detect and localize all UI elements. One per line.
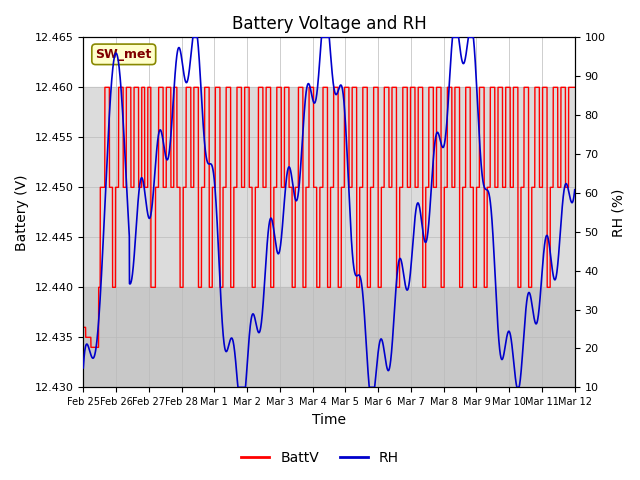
X-axis label: Time: Time xyxy=(312,413,346,427)
Y-axis label: RH (%): RH (%) xyxy=(611,188,625,237)
Title: Battery Voltage and RH: Battery Voltage and RH xyxy=(232,15,426,33)
Bar xyxy=(83,87,575,288)
Legend: BattV, RH: BattV, RH xyxy=(236,445,404,471)
Text: SW_met: SW_met xyxy=(95,48,152,61)
Y-axis label: Battery (V): Battery (V) xyxy=(15,174,29,251)
Bar xyxy=(83,288,575,387)
